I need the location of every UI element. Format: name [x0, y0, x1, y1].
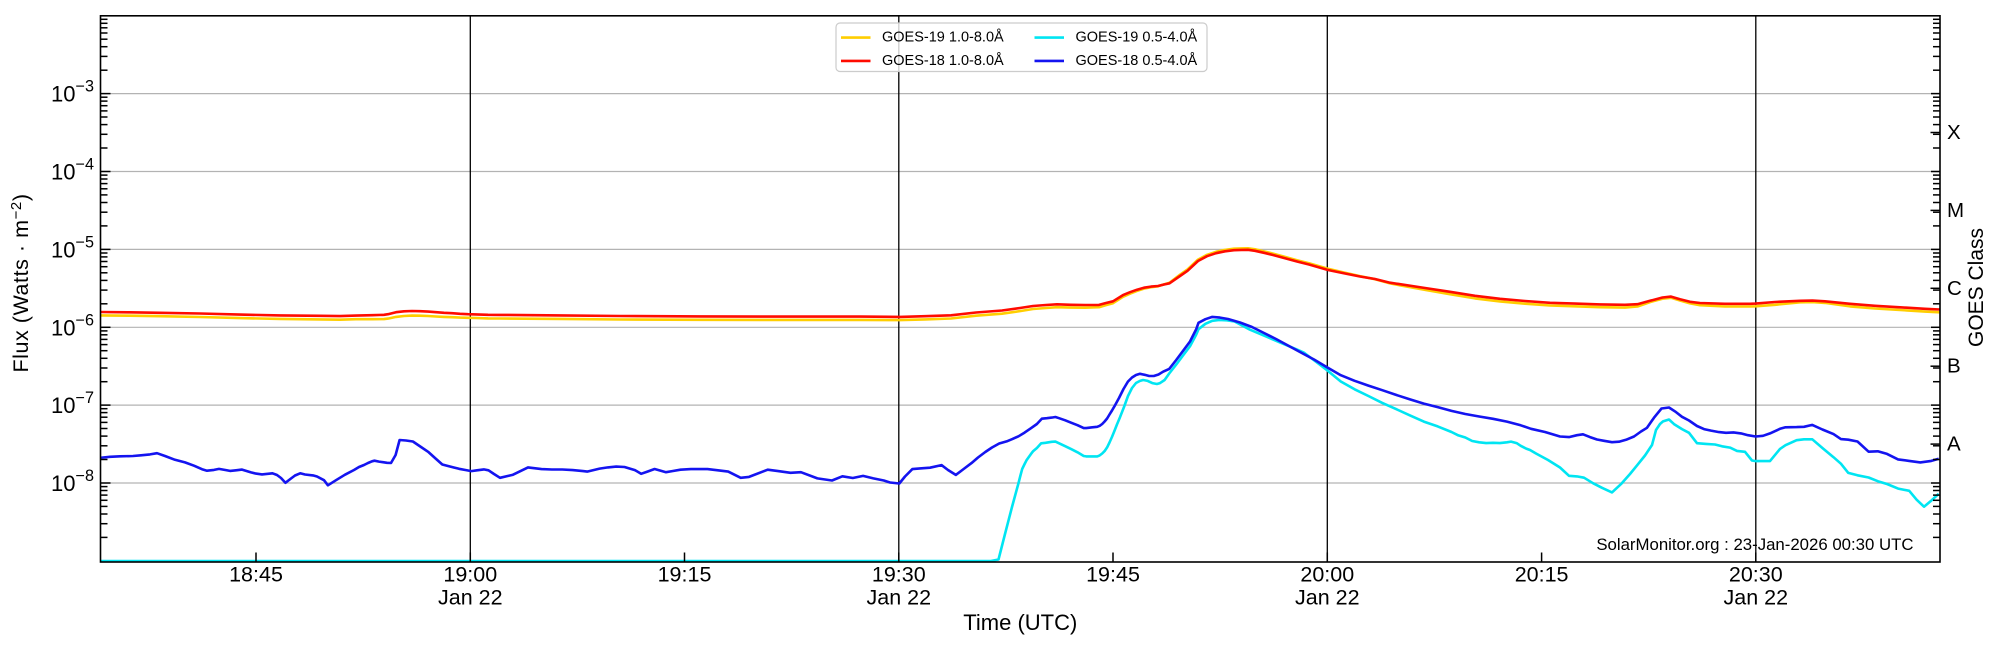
svg-text:Jan 22: Jan 22 [867, 586, 932, 610]
svg-text:B: B [1947, 355, 1961, 378]
svg-text:GOES-19 1.0-8.0Å: GOES-19 1.0-8.0Å [882, 29, 1004, 46]
svg-text:19:15: 19:15 [658, 563, 712, 587]
svg-text:Time (UTC): Time (UTC) [963, 610, 1077, 635]
svg-text:M: M [1947, 199, 1964, 222]
svg-text:GOES-19 0.5-4.0Å: GOES-19 0.5-4.0Å [1076, 29, 1198, 46]
svg-text:C: C [1947, 277, 1962, 300]
svg-text:20:00: 20:00 [1300, 563, 1354, 587]
svg-text:19:00: 19:00 [443, 563, 497, 587]
svg-text:19:30: 19:30 [872, 563, 926, 587]
svg-text:18:45: 18:45 [229, 563, 283, 587]
svg-text:20:30: 20:30 [1729, 563, 1783, 587]
svg-text:A: A [1947, 433, 1961, 456]
svg-text:GOES-18 0.5-4.0Å: GOES-18 0.5-4.0Å [1076, 52, 1198, 69]
svg-text:GOES Class: GOES Class [1965, 228, 1988, 347]
svg-text:GOES-18 1.0-8.0Å: GOES-18 1.0-8.0Å [882, 52, 1004, 69]
svg-text:Jan 22: Jan 22 [438, 586, 503, 610]
svg-text:Jan 22: Jan 22 [1724, 586, 1789, 610]
svg-text:10−3: 10−3 [51, 78, 94, 107]
svg-text:Jan 22: Jan 22 [1295, 586, 1360, 610]
svg-text:20:15: 20:15 [1515, 563, 1569, 587]
svg-text:Flux (Watts · m−2): Flux (Watts · m−2) [8, 193, 33, 372]
svg-text:19:45: 19:45 [1086, 563, 1140, 587]
svg-text:SolarMonitor.org : 23-Jan-2026: SolarMonitor.org : 23-Jan-2026 00:30 UTC [1596, 535, 1913, 554]
svg-text:X: X [1947, 121, 1961, 144]
